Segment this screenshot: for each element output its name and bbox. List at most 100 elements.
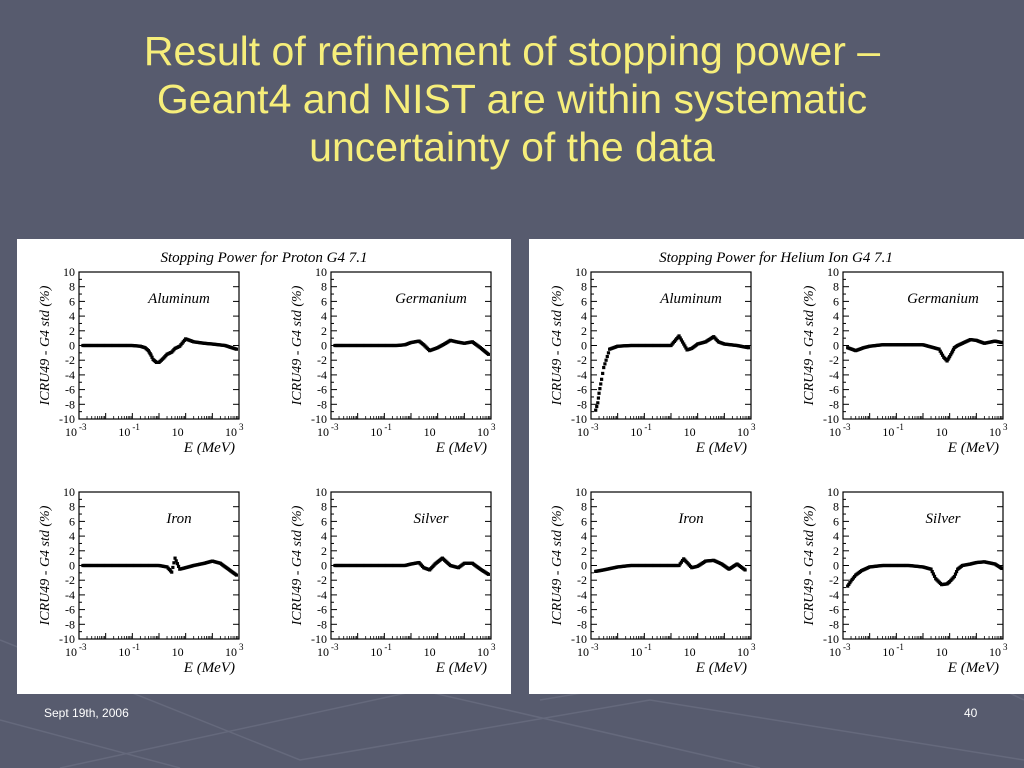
y-tick-label: 4 bbox=[321, 529, 327, 543]
y-tick-label: 4 bbox=[581, 309, 587, 323]
data-point bbox=[684, 346, 688, 350]
y-tick-label: 2 bbox=[581, 324, 587, 338]
y-tick-label: 4 bbox=[581, 529, 587, 543]
x-tick-exponent: 3 bbox=[491, 642, 496, 652]
x-tick-label: 10 bbox=[317, 645, 329, 659]
slide-title-line: Geant4 and NIST are within systematic bbox=[156, 75, 868, 122]
data-point bbox=[605, 354, 609, 359]
y-tick-label: 10 bbox=[575, 485, 587, 499]
y-tick-label: 6 bbox=[581, 514, 587, 528]
data-point bbox=[939, 351, 944, 355]
y-tick-label: -10 bbox=[571, 412, 587, 426]
y-tick-label: -8 bbox=[317, 617, 327, 631]
x-tick-label: 10 bbox=[936, 425, 948, 439]
y-tick-label: -6 bbox=[829, 383, 839, 397]
y-tick-label: 2 bbox=[321, 324, 327, 338]
x-tick-exponent: -1 bbox=[896, 422, 904, 432]
y-tick-label: 6 bbox=[321, 514, 327, 528]
y-tick-label: -4 bbox=[577, 368, 587, 382]
x-tick-label: 10 bbox=[737, 425, 749, 439]
y-tick-label: 0 bbox=[69, 339, 75, 353]
data-point bbox=[596, 396, 601, 400]
x-axis-label: E (MeV) bbox=[435, 440, 487, 456]
x-tick-label: 10 bbox=[737, 645, 749, 659]
x-axis-label: E (MeV) bbox=[947, 660, 999, 676]
y-tick-label: -6 bbox=[829, 603, 839, 617]
x-tick-exponent: -1 bbox=[132, 422, 140, 432]
data-point bbox=[682, 342, 686, 346]
data-point bbox=[604, 358, 608, 362]
y-axis-label: ICRU49 - G4 std (%) bbox=[550, 285, 565, 406]
y-tick-label: 6 bbox=[321, 294, 327, 308]
x-tick-label: 10 bbox=[225, 645, 237, 659]
data-point bbox=[597, 391, 601, 395]
x-tick-exponent: 3 bbox=[1003, 642, 1008, 652]
y-tick-label: 10 bbox=[315, 485, 327, 499]
y-tick-label: -10 bbox=[823, 412, 839, 426]
helium-chart: Stopping Power for Helium Ion G4 7.11086… bbox=[550, 250, 1008, 676]
slide-title-line: Result of refinement of stopping power – bbox=[143, 28, 881, 74]
x-tick-label: 10 bbox=[65, 425, 77, 439]
y-tick-label: -4 bbox=[829, 368, 839, 382]
x-tick-exponent: 3 bbox=[1003, 422, 1008, 432]
data-point bbox=[486, 352, 491, 356]
y-tick-label: -10 bbox=[59, 412, 75, 426]
data-point bbox=[601, 371, 605, 376]
y-tick-label: 2 bbox=[69, 544, 75, 558]
x-tick-exponent: -3 bbox=[591, 422, 599, 432]
y-tick-label: 10 bbox=[827, 265, 839, 279]
data-point bbox=[951, 349, 955, 353]
y-tick-label: -4 bbox=[829, 588, 839, 602]
data-point bbox=[595, 404, 599, 409]
subplot-label: Silver bbox=[414, 511, 449, 527]
y-tick-label: -8 bbox=[829, 397, 839, 411]
x-tick-label: 10 bbox=[370, 645, 382, 659]
y-tick-label: 0 bbox=[833, 559, 839, 573]
slide-title-line: uncertainty of the data bbox=[309, 123, 715, 170]
data-point bbox=[683, 344, 687, 348]
x-axis-label: E (MeV) bbox=[947, 440, 999, 456]
y-tick-label: 8 bbox=[321, 500, 327, 514]
y-tick-label: -10 bbox=[311, 632, 327, 646]
data-point bbox=[678, 562, 682, 566]
data-point bbox=[950, 351, 954, 355]
subplot-label: Germanium bbox=[907, 291, 979, 307]
y-tick-label: 6 bbox=[581, 294, 587, 308]
x-tick-label: 10 bbox=[577, 645, 589, 659]
y-tick-label: 2 bbox=[321, 544, 327, 558]
x-tick-exponent: -3 bbox=[591, 642, 599, 652]
data-point bbox=[171, 565, 175, 570]
x-tick-exponent: -1 bbox=[132, 642, 140, 652]
y-tick-label: 6 bbox=[833, 294, 839, 308]
data-point bbox=[172, 561, 176, 565]
data-point bbox=[486, 572, 491, 576]
y-tick-label: -6 bbox=[577, 383, 587, 397]
x-tick-exponent: 3 bbox=[239, 642, 244, 652]
y-tick-label: 10 bbox=[315, 265, 327, 279]
y-tick-label: 0 bbox=[321, 339, 327, 353]
data-point bbox=[677, 563, 681, 568]
x-tick-label: 10 bbox=[684, 645, 696, 659]
data-point bbox=[603, 362, 607, 366]
y-tick-label: 6 bbox=[833, 514, 839, 528]
data-point bbox=[932, 574, 937, 578]
y-tick-label: -8 bbox=[317, 397, 327, 411]
y-tick-label: 4 bbox=[69, 309, 75, 323]
proton-chart: Stopping Power for Proton G4 7.11086420-… bbox=[38, 250, 496, 676]
x-axis-label: E (MeV) bbox=[695, 660, 747, 676]
x-tick-exponent: -3 bbox=[331, 642, 339, 652]
x-tick-label: 10 bbox=[630, 645, 642, 659]
data-point bbox=[677, 334, 681, 338]
y-tick-label: -6 bbox=[577, 603, 587, 617]
data-point bbox=[596, 401, 600, 405]
x-tick-label: 10 bbox=[65, 645, 77, 659]
x-tick-label: 10 bbox=[370, 425, 382, 439]
y-tick-label: 0 bbox=[581, 339, 587, 353]
data-point bbox=[929, 567, 933, 571]
x-axis-label: E (MeV) bbox=[183, 660, 235, 676]
y-tick-label: 6 bbox=[69, 514, 75, 528]
x-tick-exponent: -3 bbox=[79, 642, 87, 652]
